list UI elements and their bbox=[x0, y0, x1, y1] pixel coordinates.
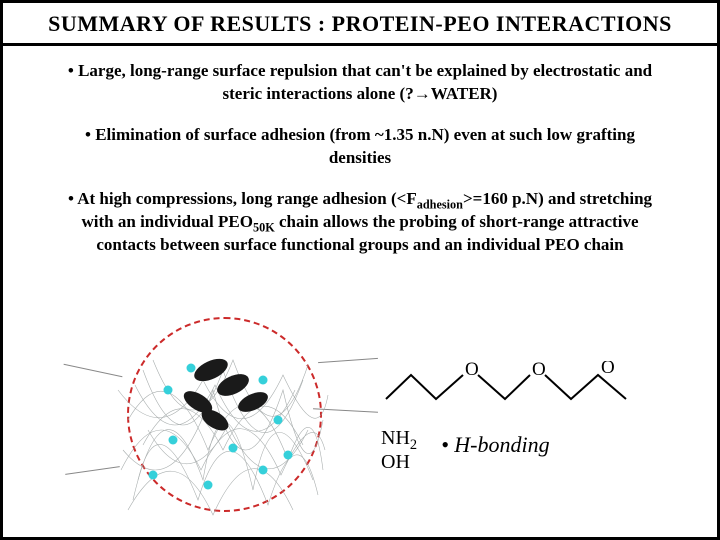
bullet-3-3: contacts between surface functional grou… bbox=[96, 235, 623, 254]
bullet-1-line2-pre: steric interactions alone (? bbox=[223, 84, 414, 103]
title-bar: SUMMARY OF RESULTS : PROTEIN-PEO INTERAC… bbox=[3, 3, 717, 46]
bullet-3: • At high compressions, long range adhes… bbox=[17, 188, 703, 257]
h-bonding-label: • H-bonding bbox=[441, 432, 550, 458]
nh2-label: NH2 bbox=[381, 426, 417, 450]
bullet-3-1-post: >=160 p.N) and stretching bbox=[463, 189, 652, 208]
oh-label: OH bbox=[381, 450, 417, 474]
bullet-3-1-pre: • At high compressions, long range adhes… bbox=[68, 189, 417, 208]
slide-title: SUMMARY OF RESULTS : PROTEIN-PEO INTERAC… bbox=[13, 11, 707, 37]
bullet-3-2-post: chain allows the probing of short-range … bbox=[275, 212, 639, 231]
bullet-1-line1: • Large, long-range surface repulsion th… bbox=[68, 61, 652, 80]
o-label-1: O bbox=[465, 361, 479, 380]
bullet-3-1-sub: adhesion bbox=[417, 197, 463, 211]
o-label-3: O bbox=[601, 361, 615, 378]
bullet-list: • Large, long-range surface repulsion th… bbox=[3, 46, 717, 257]
bullet-1-line2-post: WATER) bbox=[431, 84, 498, 103]
bullet-2-line2: densities bbox=[329, 148, 391, 167]
bullet-3-2-pre: with an individual PEO bbox=[82, 212, 253, 231]
o-label-2: O bbox=[532, 361, 546, 380]
protein-molecule-figure bbox=[83, 310, 373, 525]
peo-zigzag-structure: O O O bbox=[381, 361, 707, 416]
bullet-1: • Large, long-range surface repulsion th… bbox=[17, 60, 703, 106]
protein-mesh-icon bbox=[113, 330, 333, 520]
chem-label-row: NH2 OH • H-bonding bbox=[381, 426, 707, 474]
figure-row: O O O NH2 OH • H-bonding bbox=[3, 310, 717, 525]
right-column: O O O NH2 OH • H-bonding bbox=[381, 361, 707, 474]
functional-groups: NH2 OH bbox=[381, 426, 417, 474]
leader-line-2 bbox=[65, 466, 120, 475]
nh2-sub: 2 bbox=[410, 437, 417, 453]
arrow-icon: → bbox=[414, 84, 431, 103]
bullet-2: • Elimination of surface adhesion (from … bbox=[17, 124, 703, 170]
nh2-pre: NH bbox=[381, 427, 410, 449]
bullet-2-line1: • Elimination of surface adhesion (from … bbox=[85, 125, 635, 144]
bullet-3-2-sub: 50K bbox=[253, 220, 275, 234]
